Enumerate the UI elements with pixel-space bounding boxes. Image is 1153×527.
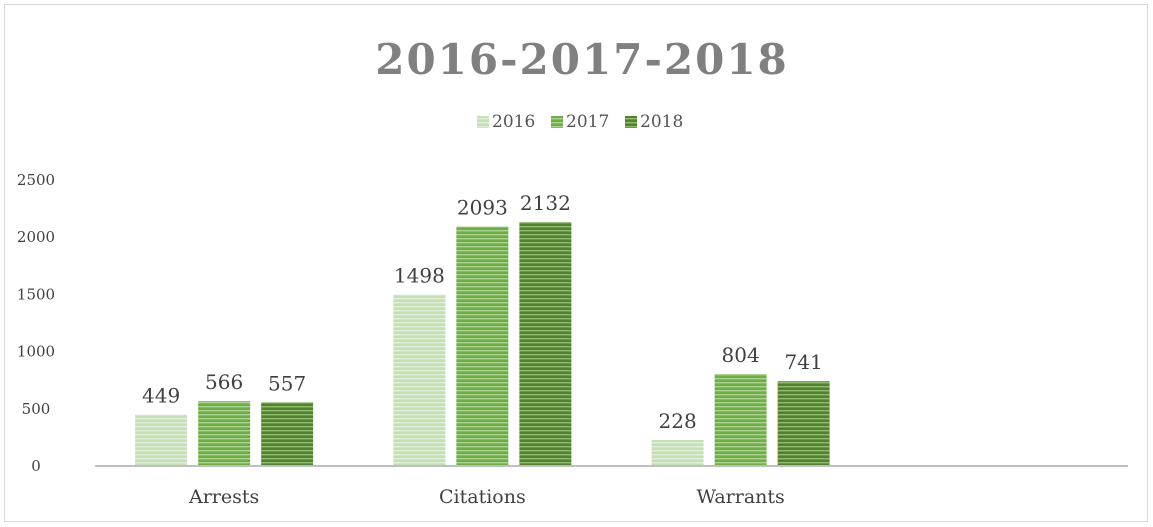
legend: 2016 2017 2018 xyxy=(477,112,683,132)
bar-2017-arrests xyxy=(198,401,251,466)
chart-title: 2016-2017-2018 xyxy=(375,35,789,84)
data-labels: 449 566 557 1498 2093 2132 228 804 741 xyxy=(142,191,823,433)
y-tick-label: 0 xyxy=(31,457,41,475)
y-tick-label: 2000 xyxy=(17,228,55,246)
x-tick-label: Arrests xyxy=(188,486,259,508)
bar-2017-warrants xyxy=(714,374,767,466)
bar-2018-warrants xyxy=(777,381,830,466)
x-tick-label: Citations xyxy=(439,486,526,508)
data-label: 1498 xyxy=(394,264,445,288)
data-label: 2093 xyxy=(457,196,508,220)
data-label: 228 xyxy=(659,409,697,433)
bar-2016-arrests xyxy=(135,414,188,466)
legend-item-2018: 2018 xyxy=(625,112,683,132)
bars xyxy=(135,222,830,466)
data-label: 2132 xyxy=(520,191,571,215)
data-label: 741 xyxy=(785,350,823,374)
legend-swatch xyxy=(477,116,489,128)
x-axis: Arrests Citations Warrants xyxy=(188,486,785,508)
legend-label: 2016 xyxy=(492,112,535,132)
data-label: 449 xyxy=(142,384,180,408)
legend-swatch xyxy=(551,116,563,128)
data-label: 557 xyxy=(268,371,306,395)
y-tick-label: 1500 xyxy=(17,285,55,303)
x-tick-label: Warrants xyxy=(696,486,784,508)
y-tick-label: 2500 xyxy=(17,171,55,189)
legend-item-2017: 2017 xyxy=(551,112,609,132)
chart-frame xyxy=(4,4,1148,522)
y-tick-label: 500 xyxy=(22,400,51,418)
bar-2018-arrests xyxy=(261,402,314,466)
y-tick-label: 1000 xyxy=(17,343,55,361)
data-label: 566 xyxy=(205,370,243,394)
legend-item-2016: 2016 xyxy=(477,112,535,132)
legend-label: 2018 xyxy=(640,112,683,132)
bar-2016-warrants xyxy=(651,439,704,466)
data-label: 804 xyxy=(722,343,760,367)
legend-swatch xyxy=(625,116,637,128)
bar-2016-citations xyxy=(393,294,446,466)
bar-2018-citations xyxy=(519,222,572,466)
y-axis: 0 500 1000 1500 2000 2500 xyxy=(17,171,55,475)
bar-2017-citations xyxy=(456,226,509,466)
legend-label: 2017 xyxy=(566,112,609,132)
